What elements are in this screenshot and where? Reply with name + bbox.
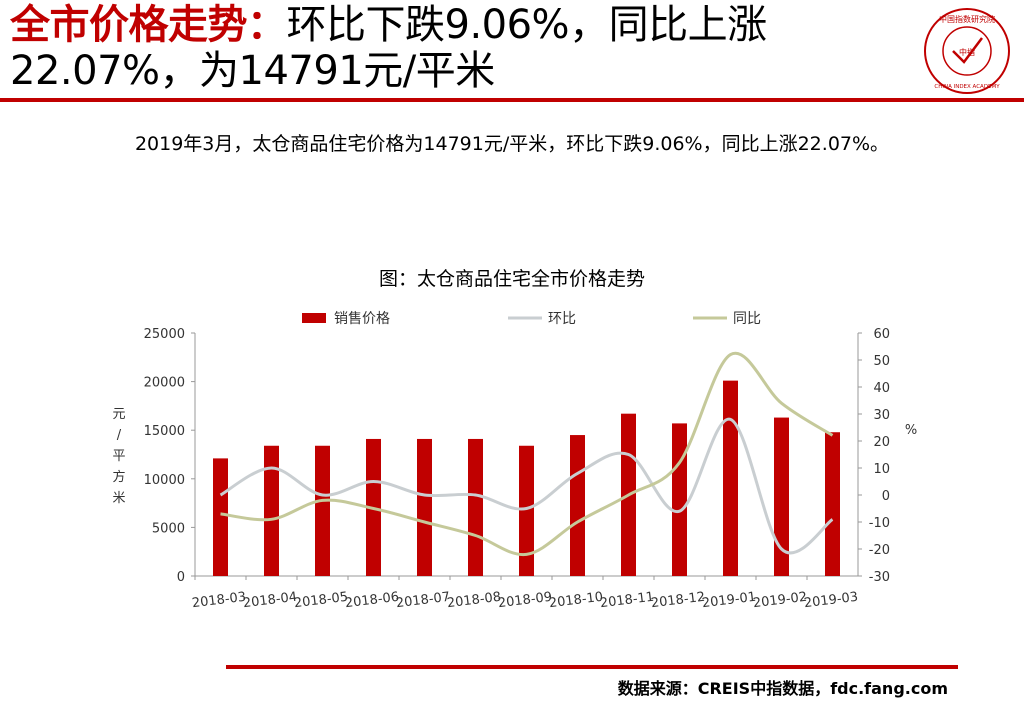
chart-title: 图：太仓商品住宅全市价格走势 [378, 268, 645, 290]
mom-line [219, 417, 834, 555]
x-tick-label: 2018-07 [395, 590, 451, 612]
legend-label: 同比 [733, 311, 761, 327]
x-tick-label: 2019-01 [701, 590, 757, 612]
price-bar [519, 445, 534, 576]
x-tick-label: 2018-05 [293, 590, 349, 612]
y-right-tick-label: -10 [869, 516, 890, 531]
x-tick-label: 2018-11 [599, 590, 655, 612]
price-bar [213, 458, 228, 576]
price-bar [315, 445, 330, 576]
legend-swatch-bar [302, 313, 326, 323]
y-left-tick-label: 15000 [144, 424, 185, 439]
logo-text-bottom: CHINA INDEX ACADEMY [934, 84, 1000, 90]
yoy-line [220, 351, 834, 556]
y-right-tick-label: -30 [869, 570, 890, 585]
x-tick-label: 2018-09 [497, 590, 553, 612]
y-left-tick-label: 5000 [152, 521, 185, 536]
y-right-tick-label: 60 [873, 327, 890, 342]
x-tick-label: 2018-10 [548, 590, 604, 612]
logo-seal-icon: 中国指数研究院 中指 CHINA INDEX ACADEMY [924, 8, 1010, 94]
price-bar [264, 445, 279, 576]
logo-text-center: 中指 [959, 47, 975, 57]
y-left-tick-label: 0 [177, 570, 185, 585]
y-left-axis-label: 平 [112, 449, 125, 464]
x-tick-label: 2018-03 [191, 590, 247, 612]
y-right-tick-label: 0 [882, 489, 890, 504]
y-right-tick-label: -20 [869, 543, 890, 558]
summary-text: 2019年3月，太仓商品住宅价格为14791元/平米，环比下跌9.06%，同比上… [134, 133, 890, 155]
y-right-axis-label: % [905, 423, 917, 438]
y-right-tick-label: 40 [873, 381, 890, 396]
x-tick-label: 2018-08 [446, 590, 502, 612]
header-rule [0, 98, 1024, 102]
headline: 全市价格走势：环比下跌9.06%，同比上涨22.07%，为14791元/平米 [10, 2, 890, 94]
price-bar [672, 423, 687, 576]
price-bar [468, 438, 483, 576]
price-bar [570, 435, 585, 576]
legend-label: 销售价格 [334, 311, 390, 327]
y-right-tick-label: 10 [873, 462, 890, 477]
y-right-tick-label: 50 [873, 354, 890, 369]
x-tick-label: 2018-04 [242, 590, 298, 612]
headline-key: 全市价格走势： [10, 2, 287, 48]
footer-rule [226, 665, 958, 669]
data-source: 数据来源：CREIS中指数据，fdc.fang.com [617, 679, 948, 698]
y-right-tick-label: 30 [873, 408, 890, 423]
x-tick-label: 2019-02 [752, 590, 808, 612]
price-bar [417, 438, 432, 576]
legend-label: 环比 [548, 311, 576, 327]
y-left-axis-label: 元 [112, 407, 125, 422]
y-left-tick-label: 20000 [144, 376, 185, 391]
price-bar [723, 380, 738, 576]
y-left-axis-label: / [117, 428, 122, 443]
x-tick-label: 2019-03 [803, 590, 859, 612]
y-left-axis-label: 米 [112, 491, 125, 506]
headline-rest: 环比下跌9.06%，同比上涨22.07%，为14791元/平米 [10, 2, 767, 94]
y-left-axis-label: 方 [112, 469, 125, 485]
y-left-tick-label: 25000 [144, 327, 185, 342]
price-bar [774, 417, 789, 576]
price-bar [825, 432, 840, 576]
logo-text-top: 中国指数研究院 [939, 14, 995, 24]
y-right-tick-label: 20 [873, 435, 890, 450]
x-tick-label: 2018-12 [650, 590, 706, 612]
x-tick-label: 2018-06 [344, 590, 400, 612]
y-left-tick-label: 10000 [144, 473, 185, 488]
